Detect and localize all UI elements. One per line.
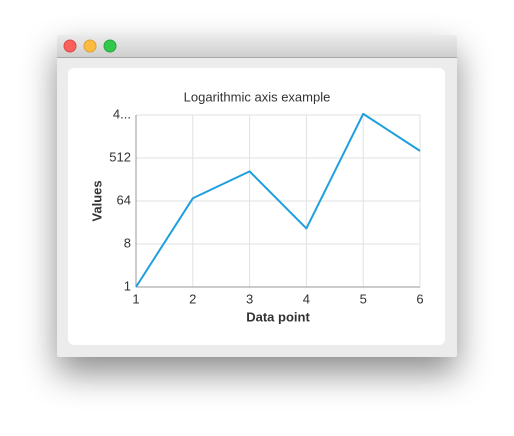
y-axis-title: Values	[89, 180, 104, 221]
y-tick-label: 512	[109, 149, 131, 164]
x-tick-label: 1	[132, 291, 139, 306]
y-tick-label: 4...	[113, 106, 131, 121]
x-tick-label: 4	[303, 291, 310, 306]
minimize-button[interactable]	[83, 39, 97, 53]
data-line	[135, 112, 421, 288]
title-bar	[57, 35, 457, 58]
close-button[interactable]	[63, 39, 77, 53]
x-tick-label: 5	[360, 291, 367, 306]
x-tick-label: 6	[416, 291, 423, 306]
x-tick-label: 3	[246, 291, 253, 306]
zoom-button[interactable]	[103, 39, 117, 53]
window	[57, 35, 457, 357]
chart-card	[68, 68, 445, 345]
x-tick-label: 2	[189, 291, 196, 306]
y-tick-label: 64	[117, 192, 131, 207]
y-tick-label: 8	[124, 235, 131, 250]
chart-title: Logarithmic axis example	[184, 89, 331, 104]
y-tick-label: 1	[124, 278, 131, 293]
x-axis-title: Data point	[246, 309, 310, 324]
